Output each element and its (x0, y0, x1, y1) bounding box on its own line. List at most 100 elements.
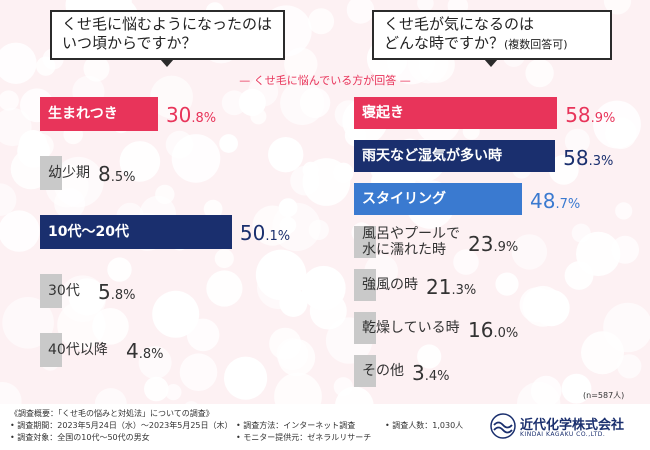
bubble-decoration (615, 202, 633, 220)
bar-category-label: 40代以降 (48, 333, 108, 367)
bar (40, 97, 158, 131)
question-right-line1: くせ毛が気になるのは (384, 15, 535, 33)
bar-value-whole: 50 (239, 221, 266, 245)
bubble-decoration (179, 353, 218, 392)
bubble-decoration (0, 210, 40, 252)
chart-subtitle: — くせ毛に悩んでいる方が回答 — (239, 74, 411, 87)
bubble-decoration (280, 80, 325, 126)
bar-value-label: 8.5% (98, 162, 136, 186)
bubble-decoration (453, 249, 479, 275)
bubble-decoration (150, 75, 194, 119)
bar-value-label: 21.3% (426, 275, 476, 299)
wave-logo-icon (490, 413, 516, 439)
question-left: くせ毛に悩むようになったのは いつ頃からですか？ (50, 10, 285, 67)
bar-category-label: 風呂やプールで 水に濡れた時 (362, 226, 460, 258)
bar (354, 312, 376, 344)
bar-value-whole: 5 (98, 280, 111, 304)
bubble-decoration (119, 141, 161, 182)
bar-value-whole: 8 (98, 162, 111, 186)
footer-note-3: • 調査対象：全国の10代〜50代の男女 (10, 433, 150, 442)
footer-note-2: • 調査期間：2023年5月24日（水）〜2023年5月25日（木） (10, 421, 233, 430)
bar-category-label-line: 生まれつき (48, 106, 118, 122)
bubble-decoration (268, 137, 304, 173)
bubble-decoration (238, 88, 266, 116)
bar-category-label: 寝起き (362, 97, 404, 129)
bar-category-label-line: スタイリング (362, 191, 446, 207)
bar-category-label-line: 40代以降 (48, 342, 108, 358)
bubble-decoration (221, 90, 247, 116)
bubble-decoration (155, 184, 175, 205)
bar-category-label-line: 風呂やプールで (362, 226, 460, 242)
bubble-decoration (92, 308, 129, 345)
bar-value-whole: 30 (165, 103, 192, 127)
footer-note-6: • 調査人数：1,030人 (385, 421, 464, 430)
bar-value-fraction: .5% (110, 170, 136, 185)
bar-value-whole: 48 (530, 189, 556, 213)
bubble-decoration (511, 234, 548, 270)
footer-note-1: 《調査概要：「くせ毛の悩みと対処法」についての調査》 (10, 409, 214, 418)
question-right: くせ毛が気になるのは どんな時ですか？(複数回答可) (372, 10, 612, 67)
footer-note-5: • モニター提供元：ゼネラルリサーチ (236, 433, 372, 442)
bubble-decoration (224, 356, 268, 400)
bubble-decoration (548, 154, 579, 185)
bar-category-label-line: 雨天など湿気が多い時 (362, 148, 502, 164)
bubble-decoration (603, 302, 650, 353)
bar-value-label: 4.8% (126, 339, 164, 363)
bar-category-label-line: 30代 (48, 283, 80, 299)
bar-value-label: 23.9% (468, 232, 518, 256)
bubble-decoration (186, 318, 220, 352)
bubble-decoration (617, 354, 642, 379)
bar-value-fraction: .3% (451, 283, 477, 298)
bubble-decoration (276, 338, 309, 371)
bar-value-whole: 4 (126, 339, 139, 363)
bubble-decoration (309, 292, 347, 330)
bubble-decoration (417, 0, 434, 12)
bubble-decoration (564, 128, 590, 154)
bar-value-label: 58.3% (563, 146, 613, 170)
question-right-note: (複数回答可) (504, 38, 568, 51)
bubble-decoration (346, 0, 375, 24)
bar-value-label: 30.8% (166, 103, 216, 127)
bar-value-fraction: .1% (265, 229, 291, 244)
question-left-pointer (160, 59, 174, 67)
bubble-decoration (0, 107, 32, 147)
bar-value-whole: 21 (426, 275, 452, 299)
bar-value-fraction: .3% (588, 154, 614, 169)
bubble-decoration (206, 270, 243, 307)
bar-value-fraction: .4% (424, 369, 450, 384)
bubble-decoration (593, 100, 641, 149)
bar-category-label: 雨天など湿気が多い時 (362, 140, 502, 172)
bar-value-whole: 58 (563, 146, 589, 170)
bubble-decoration (0, 90, 19, 111)
bar-category-label: スタイリング (362, 183, 446, 215)
footer-note-4: • 調査方法：インターネット調査 (236, 421, 356, 430)
bubble-decoration (290, 165, 320, 196)
question-right-line2: どんな時ですか？ (384, 34, 505, 52)
bubble-decoration (522, 285, 564, 327)
bubble-decoration (83, 55, 110, 82)
bar-category-label-line: 乾燥している時 (362, 320, 460, 336)
bar-value-label: 3.4% (412, 361, 450, 385)
bar-value-label: 5.8% (98, 280, 136, 304)
bar-value-fraction: .9% (590, 111, 616, 126)
bubble-decoration (152, 290, 200, 338)
bar-category-label: 幼少期 (48, 156, 90, 190)
bar-value-fraction: .9% (493, 240, 519, 255)
bar-value-whole: 3 (412, 361, 425, 385)
bar-category-label: 生まれつき (48, 97, 118, 131)
bar-category-label-line: 寝起き (362, 105, 404, 121)
bar-category-label-line: 10代〜20代 (48, 224, 129, 240)
bar-value-label: 48.7% (530, 189, 580, 213)
bubble-decoration (165, 384, 182, 401)
bar-category-label-line: 水に濡れた時 (362, 242, 446, 258)
bar-value-fraction: .0% (493, 326, 519, 341)
bar (40, 215, 232, 249)
question-left-line1: くせ毛に悩むようになったのは (62, 15, 273, 33)
bubble-decoration (272, 202, 321, 252)
bar-category-label-line: 強風の時 (362, 277, 418, 293)
bar-value-fraction: .8% (138, 347, 164, 362)
bubble-decoration (525, 58, 554, 88)
question-left-line2: いつ頃からですか？ (62, 34, 197, 52)
bubble-decoration (219, 134, 239, 153)
bar (354, 97, 558, 129)
